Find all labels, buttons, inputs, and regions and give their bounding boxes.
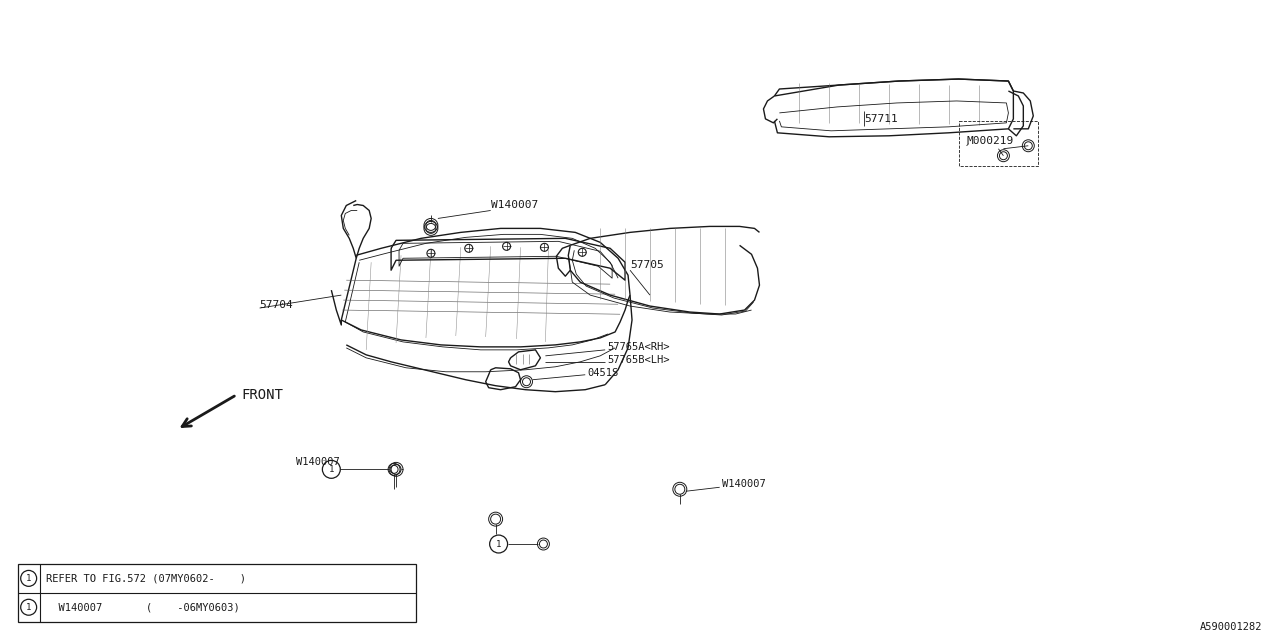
- Text: 57705: 57705: [630, 260, 664, 270]
- Text: M000219: M000219: [966, 136, 1014, 146]
- Text: REFER TO FIG.572 (07MY0602-    ): REFER TO FIG.572 (07MY0602- ): [46, 573, 246, 584]
- Text: W140007: W140007: [490, 200, 538, 211]
- Text: 57765A<RH>: 57765A<RH>: [607, 342, 669, 352]
- Bar: [18, 564, 416, 621]
- Text: 0451S: 0451S: [588, 368, 618, 378]
- Text: 1: 1: [495, 540, 502, 548]
- Text: 1: 1: [26, 603, 31, 612]
- Text: W140007       (    -06MY0603): W140007 ( -06MY0603): [46, 602, 239, 612]
- Text: 57765B<LH>: 57765B<LH>: [607, 355, 669, 365]
- Text: A590001282: A590001282: [1199, 621, 1262, 632]
- Text: W140007: W140007: [297, 458, 340, 467]
- Text: 57711: 57711: [864, 114, 897, 124]
- Text: 1: 1: [26, 574, 31, 583]
- Text: W140007: W140007: [722, 479, 765, 490]
- Text: 57704: 57704: [260, 300, 293, 310]
- Text: 1: 1: [329, 465, 334, 474]
- Text: FRONT: FRONT: [242, 388, 284, 402]
